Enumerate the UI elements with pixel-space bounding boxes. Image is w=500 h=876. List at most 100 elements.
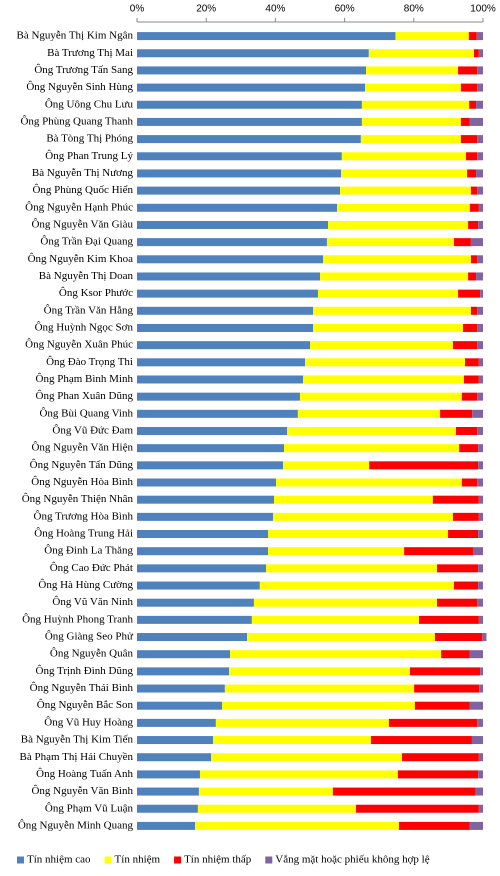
bar-segment bbox=[463, 375, 479, 384]
bar-segment bbox=[478, 615, 483, 624]
bar-segment bbox=[471, 736, 483, 745]
bar-segment bbox=[137, 323, 314, 332]
bar-segment bbox=[478, 358, 483, 367]
y-tick-label: Ông Nguyễn Minh Quang bbox=[18, 819, 134, 831]
bar-segment bbox=[137, 289, 318, 298]
bar-segment bbox=[468, 220, 479, 229]
bar-segment bbox=[478, 753, 483, 762]
bar-segment bbox=[137, 512, 273, 521]
bar-segment bbox=[332, 787, 476, 796]
y-tick-label: Ông Nguyễn Thái Bình bbox=[30, 682, 134, 694]
bar-segment bbox=[341, 152, 467, 161]
bar-segment bbox=[137, 821, 196, 830]
bar-segment bbox=[478, 444, 483, 453]
bar-segment bbox=[313, 306, 471, 315]
bar-segment bbox=[213, 736, 371, 745]
y-tick-label: Ông Nguyễn Bắc Son bbox=[37, 699, 134, 711]
bar-segment bbox=[476, 272, 483, 281]
bar-segment bbox=[469, 650, 483, 659]
y-tick-label: Ông Phùng Quang Thanh bbox=[20, 115, 133, 127]
bar-segment bbox=[478, 49, 483, 58]
bar-segment bbox=[317, 289, 459, 298]
y-tick-label: Ông Huỳnh Phong Tranh bbox=[22, 613, 133, 625]
legend-swatch bbox=[265, 856, 273, 864]
bar-segment bbox=[137, 272, 321, 281]
bar-segment bbox=[137, 117, 362, 126]
bar-segment bbox=[475, 787, 483, 796]
bar-segment bbox=[478, 564, 483, 573]
x-tick-label: 40% bbox=[265, 4, 285, 15]
bar-segment bbox=[137, 341, 310, 350]
bar-segment bbox=[297, 409, 441, 418]
bar-segment bbox=[477, 135, 483, 144]
bar-segment bbox=[259, 581, 454, 590]
bar-segment bbox=[469, 203, 479, 212]
y-tick-label: Ông Ksor Phước bbox=[59, 287, 133, 299]
y-tick-label: Bà Trương Thị Mai bbox=[47, 47, 133, 59]
bar-segment bbox=[466, 152, 478, 161]
bar-segment bbox=[222, 701, 415, 710]
bar-segment bbox=[137, 220, 328, 229]
bar-segment bbox=[477, 392, 483, 401]
bar-segment bbox=[369, 461, 479, 470]
bar-segment bbox=[470, 306, 478, 315]
bar-segment bbox=[137, 667, 230, 676]
bar-segment bbox=[137, 169, 342, 178]
bar-segment bbox=[137, 736, 214, 745]
bar-segment bbox=[137, 787, 199, 796]
bar-segment bbox=[274, 495, 433, 504]
bar-segment bbox=[137, 100, 362, 109]
y-tick-label: Ông Giàng Seo Phử bbox=[45, 631, 134, 643]
y-tick-label: Ông Hoàng Trung Hải bbox=[34, 528, 133, 540]
bar-segment bbox=[441, 650, 470, 659]
y-tick-label: Ông Phan Trung Lý bbox=[45, 150, 133, 162]
bar-segment bbox=[474, 49, 479, 58]
bar-segment bbox=[266, 564, 437, 573]
bar-segment bbox=[340, 186, 471, 195]
bar-segment bbox=[434, 633, 483, 642]
bar-segment bbox=[478, 220, 483, 229]
y-tick-label: Ông Nguyễn Văn Hiện bbox=[31, 442, 133, 454]
bar-segment bbox=[477, 323, 483, 332]
bar-segment bbox=[398, 821, 470, 830]
bar-segment bbox=[360, 135, 461, 144]
bar-segment bbox=[470, 186, 478, 195]
bar-segment bbox=[452, 512, 479, 521]
y-tick-label: Ông Trần Văn Hằng bbox=[44, 304, 134, 316]
legend-swatch bbox=[17, 856, 24, 864]
bar-segment bbox=[459, 444, 479, 453]
bar-segment bbox=[137, 581, 260, 590]
bar-segment bbox=[137, 152, 342, 161]
bar-segment bbox=[313, 323, 463, 332]
y-tick-label: Ông Nguyễn Văn Giàu bbox=[31, 218, 133, 230]
bar-segment bbox=[432, 495, 479, 504]
bar-segment bbox=[480, 667, 483, 676]
bar-segment bbox=[195, 821, 399, 830]
bar-segment bbox=[478, 770, 483, 779]
y-tick-label: Bà Nguyễn Thị Kim Tiến bbox=[21, 734, 134, 746]
y-tick-label: Ông Nguyễn Hạnh Phúc bbox=[25, 201, 133, 213]
bar-segment bbox=[478, 375, 483, 384]
bar-segment bbox=[137, 32, 396, 41]
bar-segment bbox=[283, 461, 370, 470]
bar-segment bbox=[409, 667, 481, 676]
bar-segment bbox=[356, 804, 479, 813]
bar-segment bbox=[137, 564, 267, 573]
bar-segment bbox=[284, 444, 460, 453]
bar-segment bbox=[472, 547, 483, 556]
y-tick-label: Ông Nguyễn Kim Khoa bbox=[28, 253, 134, 265]
bar-segment bbox=[137, 306, 314, 315]
y-tick-label: Ông Bùi Quang Vinh bbox=[39, 407, 133, 419]
y-tick-label: Ông Nguyễn Quân bbox=[50, 648, 134, 660]
bar-segment bbox=[272, 512, 453, 521]
bar-segment bbox=[465, 358, 479, 367]
bar-segment bbox=[251, 615, 419, 624]
bar-segment bbox=[477, 152, 483, 161]
bar-segment bbox=[341, 169, 468, 178]
bar-segment bbox=[477, 66, 483, 75]
bar-segment bbox=[137, 753, 212, 762]
bar-segment bbox=[470, 255, 478, 264]
bar-segment bbox=[397, 770, 479, 779]
bar-segment bbox=[478, 530, 483, 539]
